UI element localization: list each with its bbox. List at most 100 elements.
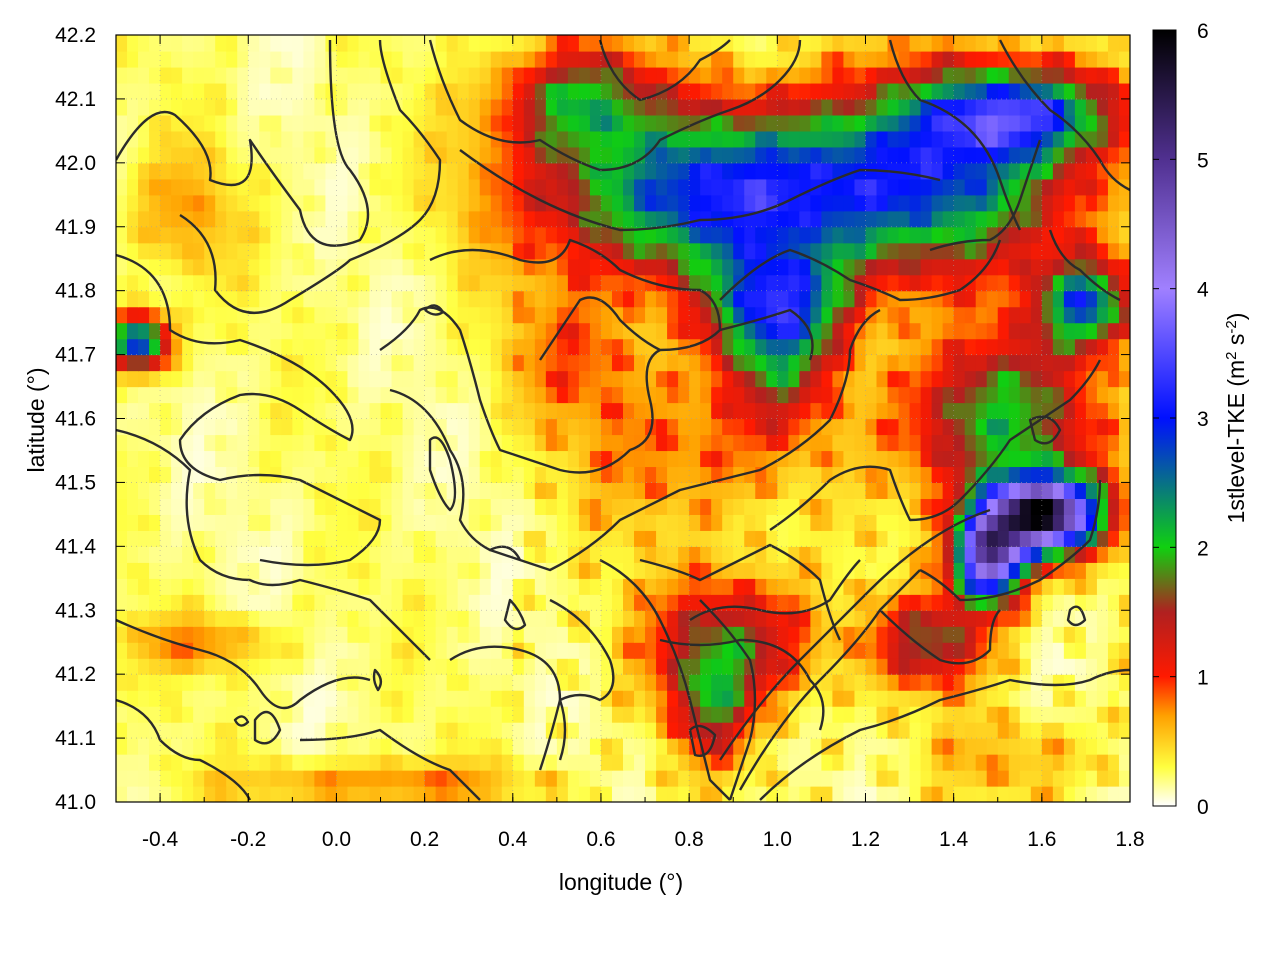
heatmap-cell [722,642,734,659]
heatmap-cell [248,194,260,212]
heatmap-cell [1041,338,1054,356]
heatmap-cell [193,786,205,802]
heatmap-cell [127,418,139,436]
heatmap-cell [623,674,635,691]
heatmap-cell [270,82,282,100]
heatmap-cell [237,674,249,691]
heatmap-cell [645,738,657,755]
heatmap-cell [1030,322,1043,340]
heatmap-cell [391,114,404,132]
heatmap-cell [358,242,371,260]
heatmap-cell [766,482,778,499]
heatmap-cell [656,546,668,563]
heatmap-cell [589,274,602,292]
heatmap-cell [116,354,128,372]
heatmap-cell [259,66,271,84]
heatmap-cell [1008,322,1021,340]
heatmap-cell [314,322,327,340]
heatmap-cell [920,722,933,739]
heatmap-cell [1041,322,1054,340]
heatmap-cell [402,35,415,52]
heatmap-cell [1063,674,1076,691]
heatmap-cell [843,66,856,84]
heatmap-cell [347,674,360,691]
heatmap-cell [149,434,161,452]
heatmap-cell [876,610,889,627]
heatmap-cell [534,194,547,212]
heatmap-cell [259,226,271,244]
heatmap-cell [545,162,558,180]
heatmap-cell [413,690,426,707]
heatmap-cell [336,162,349,180]
heatmap-cell [799,626,811,643]
heatmap-cell [1052,770,1065,787]
heatmap-cell [347,562,360,579]
heatmap-cell [567,610,580,627]
heatmap-cell [358,706,371,723]
heatmap-cell [1085,226,1098,244]
heatmap-cell [347,50,360,68]
heatmap-cell [512,498,525,515]
heatmap-cell [556,178,569,196]
heatmap-cell [589,178,602,196]
heatmap-cell [1118,722,1130,739]
heatmap-cell [523,738,536,755]
heatmap-cell [953,770,966,787]
heatmap-cell [821,82,834,100]
heatmap-cell [722,322,734,340]
heatmap-cell [523,226,536,244]
heatmap-cell [281,402,293,420]
heatmap-cell [468,754,481,771]
heatmap-cell [1085,322,1098,340]
heatmap-cell [226,35,238,52]
y-tick-label: 41.1 [55,727,96,750]
heatmap-cell [435,370,448,388]
heatmap-cell [226,466,238,484]
heatmap-cell [634,690,646,707]
heatmap-cell [964,562,977,579]
heatmap-cell [1052,434,1065,452]
heatmap-cell [689,274,701,292]
heatmap-cell [270,386,282,404]
heatmap-cell [116,450,128,468]
heatmap-cell [347,434,360,452]
heatmap-cell [534,98,547,116]
heatmap-cell [975,210,988,228]
heatmap-cell [1052,130,1065,148]
heatmap-cell [501,35,514,52]
heatmap-cell [645,338,657,356]
heatmap-cell [887,402,900,420]
heatmap-cell [171,306,183,324]
heatmap-cell [810,658,822,675]
heatmap-cell [600,338,613,356]
heatmap-cell [865,402,878,420]
heatmap-cell [887,674,900,691]
heatmap-cell [336,82,349,100]
heatmap-cell [347,722,360,739]
heatmap-cell [964,674,977,691]
heatmap-cell [854,130,867,148]
heatmap-cell [711,35,723,52]
heatmap-cell [920,35,933,52]
heatmap-cell [501,578,514,595]
heatmap-cell [975,370,988,388]
heatmap-cell [1041,706,1054,723]
heatmap-cell [689,418,701,436]
heatmap-cell [116,770,128,787]
heatmap-cell [788,578,800,595]
heatmap-cell [204,98,216,116]
heatmap-cell [667,482,679,499]
heatmap-cell [887,35,900,52]
heatmap-cell [1030,450,1043,468]
heatmap-cell [766,322,778,340]
heatmap-cell [545,130,558,148]
heatmap-cell [788,706,800,723]
heatmap-cell [545,178,558,196]
heatmap-cell [303,674,315,691]
heatmap-cell [1107,674,1120,691]
heatmap-cell [160,98,172,116]
heatmap-cell [424,370,437,388]
heatmap-cell [1041,786,1054,802]
heatmap-cell [733,210,745,228]
heatmap-cell [292,578,304,595]
